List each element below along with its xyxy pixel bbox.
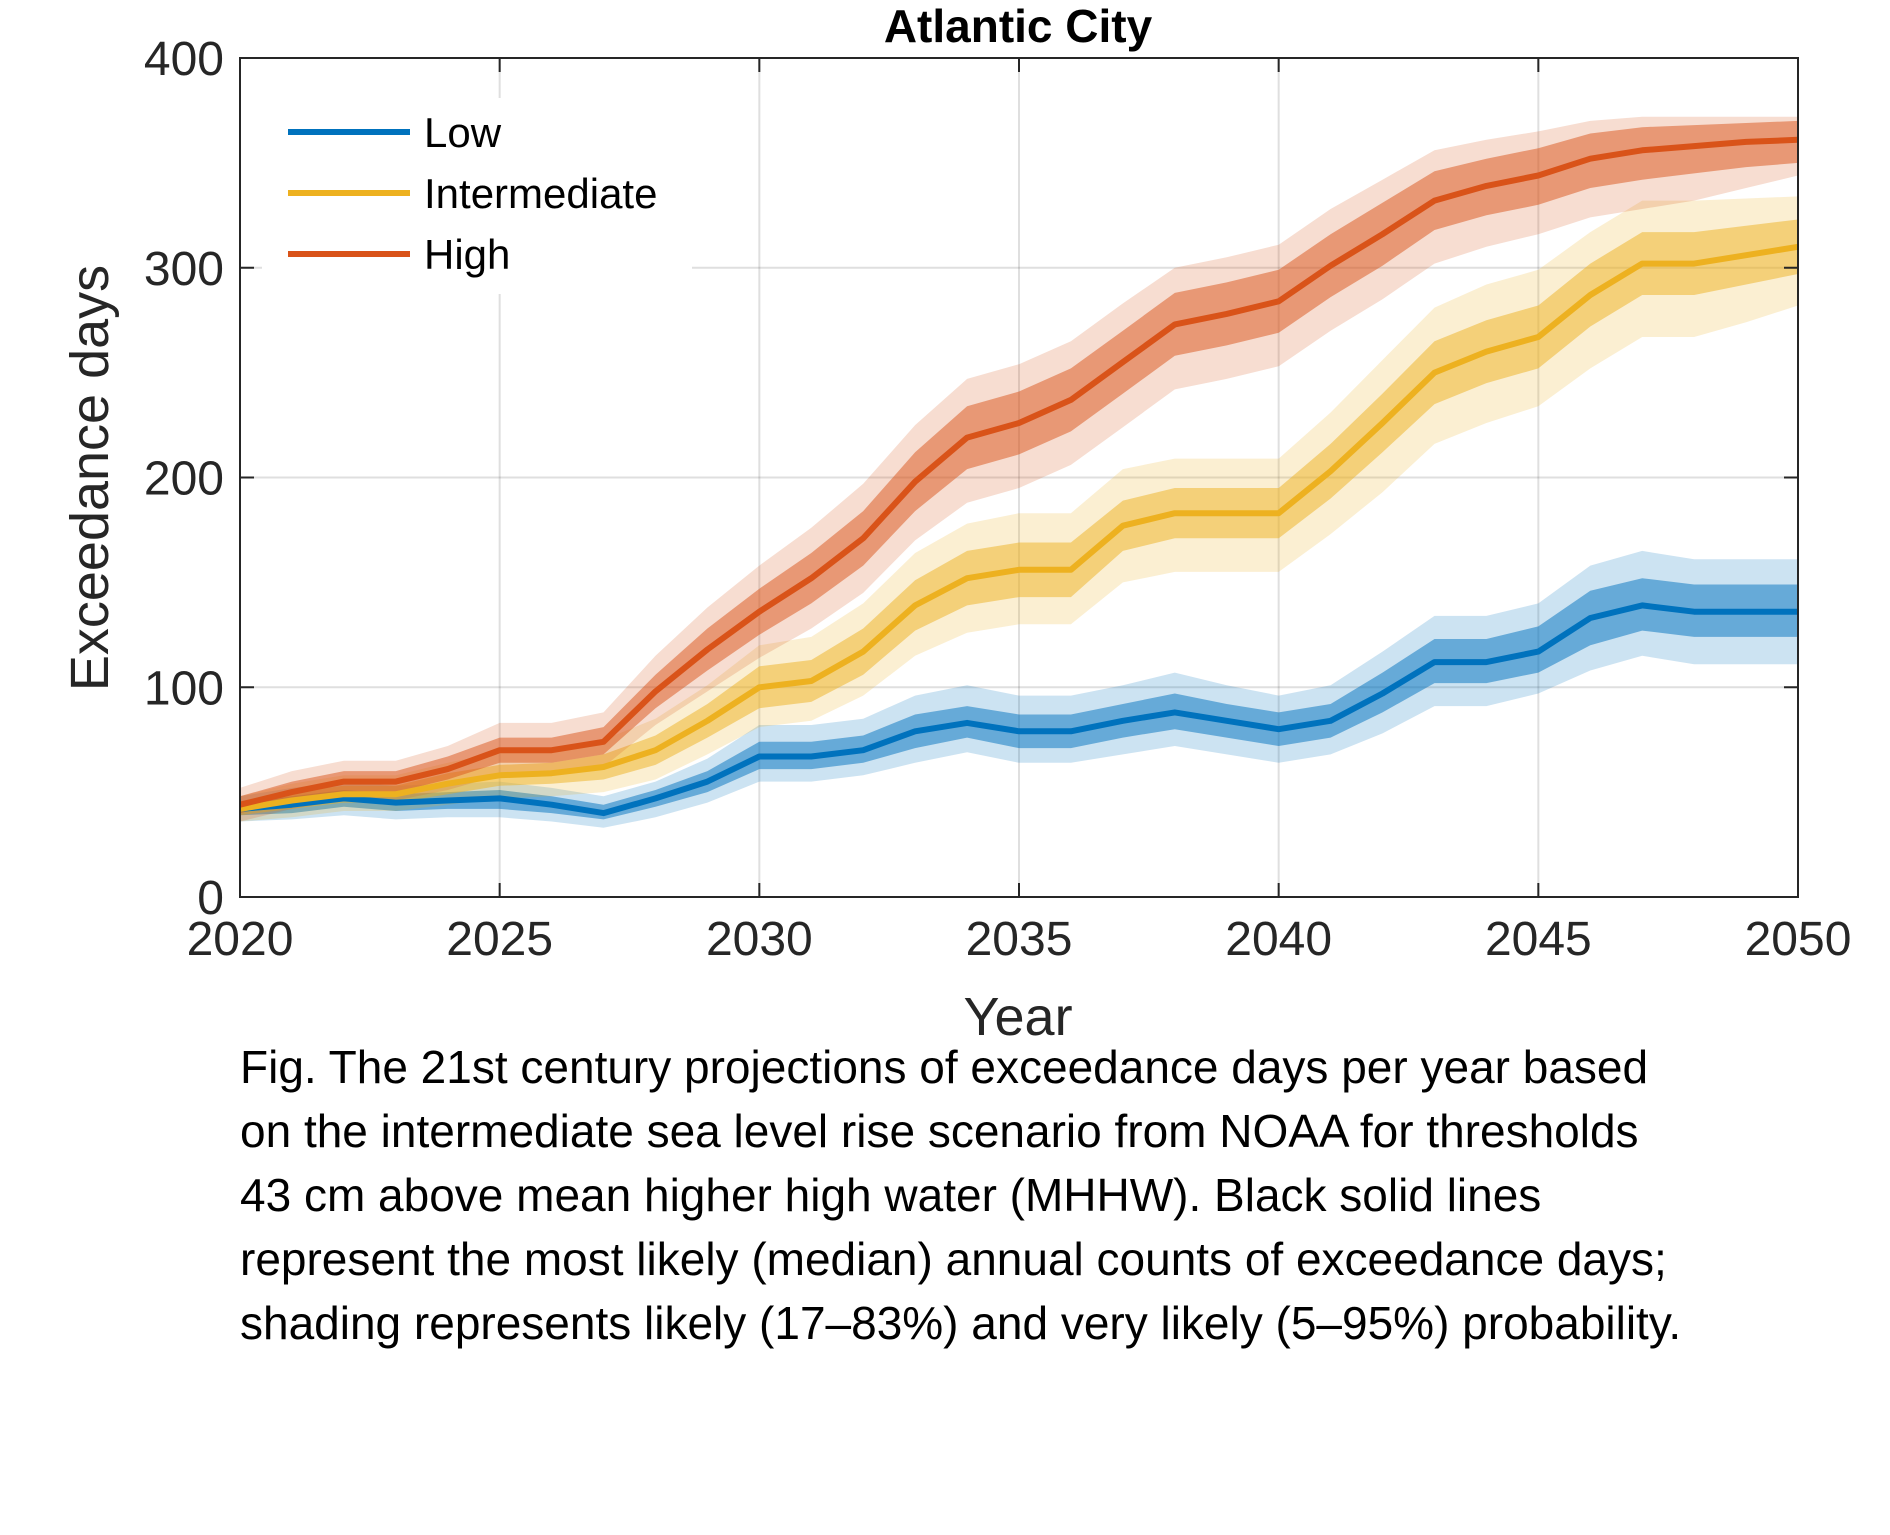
caption-line: 43 cm above mean higher high water (MHHW… (240, 1169, 1542, 1221)
x-tick-label: 2035 (966, 913, 1073, 966)
caption-line: on the intermediate sea level rise scena… (240, 1105, 1639, 1157)
intermediate-median-line (239, 243, 1799, 812)
x-tick-label: 2020 (187, 913, 294, 966)
median-lines (239, 136, 1799, 817)
y-tick-label: 400 (144, 33, 224, 86)
low-median-line (239, 602, 1798, 817)
x-tick-label: 2045 (1485, 913, 1592, 966)
high-very-likely-band (240, 116, 1798, 822)
chart-title: Atlantic City (884, 0, 1153, 52)
legend-label-low: Low (424, 109, 502, 156)
figure-caption: Fig. The 21st century projections of exc… (240, 1035, 1840, 1355)
x-tick-label: 2025 (446, 913, 553, 966)
legend: Low Intermediate High (262, 98, 692, 294)
x-tick-label: 2030 (706, 913, 813, 966)
intermediate-very-likely-band (240, 196, 1798, 822)
legend-label-high: High (424, 231, 510, 278)
axis-ticks: 2020 2025 2030 2035 2040 2045 2050 0 100 200 300 40… (144, 33, 1851, 966)
high-median-line (239, 136, 1799, 808)
x-tick-label: 2040 (1225, 913, 1332, 966)
y-axis-title: Exceedance days (60, 265, 120, 691)
x-axis-title: Year (963, 987, 1072, 1047)
legend-label-intermediate: Intermediate (424, 170, 657, 217)
caption-line: Fig. The 21st century projections of exc… (240, 1041, 1649, 1093)
caption-line: represent the most likely (median) annua… (240, 1233, 1667, 1285)
y-tick-label: 300 (144, 243, 224, 296)
y-tick-label: 100 (144, 662, 224, 715)
caption-line: shading represents likely (17–83%) and v… (240, 1297, 1682, 1349)
y-tick-label: 200 (144, 453, 224, 506)
intermediate-likely-band (240, 219, 1798, 816)
x-tick-label: 2050 (1745, 913, 1852, 966)
y-tick-label: 0 (197, 872, 224, 925)
exceedance-chart: Atlantic City 2020 2025 2030 2035 2040 2045 20… (60, 0, 1851, 1047)
